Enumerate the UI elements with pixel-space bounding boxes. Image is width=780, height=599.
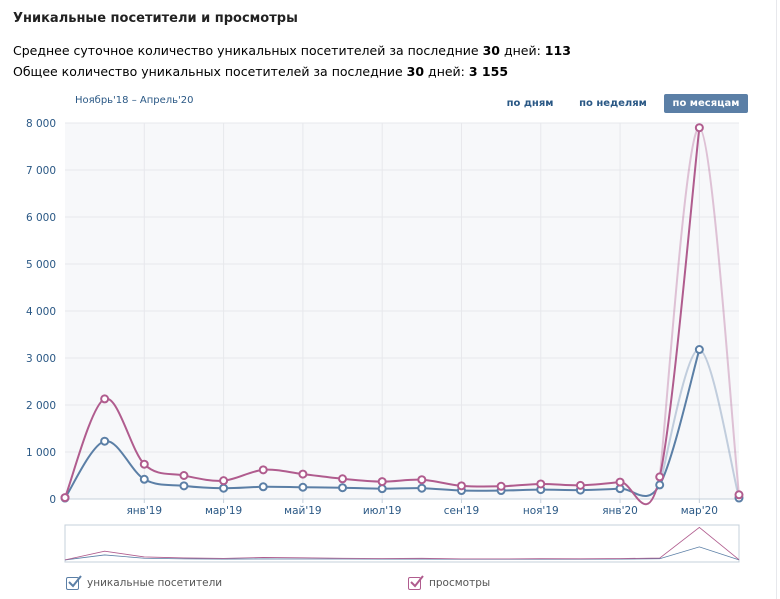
data-point[interactable] — [179, 481, 189, 491]
x-axis-labels: янв'19 мар'19 май'19 июл'19 сен'19 ноя'19 янв'… — [126, 505, 718, 517]
check-icon — [410, 574, 424, 587]
data-point[interactable] — [694, 123, 704, 133]
series-points — [60, 123, 744, 503]
data-point[interactable] — [496, 481, 506, 491]
avg-middle: дней: — [500, 43, 545, 58]
total-middle: дней: — [424, 64, 469, 79]
grid-lines — [65, 122, 739, 503]
x-tick-label: янв'20 — [602, 505, 638, 517]
x-tick-label: сен'19 — [444, 505, 479, 517]
total-visitors-line: Общее количество уникальных посетителей … — [13, 64, 508, 79]
data-point[interactable] — [655, 480, 665, 490]
chart-svg: 0 1 000 2 000 3 000 4 000 5 000 6 000 7 000 8 00… — [26, 118, 744, 563]
total-value: 3 155 — [468, 64, 509, 79]
y-tick-label: 8 000 — [26, 118, 56, 130]
legend-views[interactable]: просмотры — [408, 574, 491, 591]
total-prefix: Общее количество уникальных посетителей … — [13, 64, 407, 79]
data-point[interactable] — [298, 482, 308, 492]
x-tick-label: янв'19 — [126, 505, 162, 517]
data-point[interactable] — [139, 474, 149, 484]
data-point[interactable] — [338, 483, 348, 493]
x-tick-label: мар'20 — [681, 505, 718, 517]
navigator-line — [64, 546, 740, 561]
y-tick-label: 2 000 — [26, 400, 56, 412]
x-tick-label: мар'19 — [205, 505, 242, 517]
y-axis-labels: 0 1 000 2 000 3 000 4 000 5 000 6 000 7 000 8 00… — [26, 118, 56, 506]
data-point[interactable] — [734, 490, 744, 500]
avg-daily-visitors-line: Среднее суточное количество уникальных п… — [13, 43, 571, 58]
avg-days: 30 — [482, 43, 500, 58]
check-icon — [68, 574, 82, 587]
data-point[interactable] — [417, 475, 427, 485]
by-month-button[interactable]: по месяцам — [664, 94, 748, 113]
page-right-border — [776, 0, 777, 599]
y-tick-label: 3 000 — [26, 353, 56, 365]
data-point[interactable] — [179, 471, 189, 480]
legend-views-label: просмотры — [429, 577, 491, 589]
period-label: Ноябрь'18 – Апрель'20 — [75, 95, 194, 106]
data-point[interactable] — [258, 482, 268, 492]
data-point[interactable] — [219, 483, 229, 493]
by-day-button[interactable]: по дням — [506, 98, 554, 109]
by-week-button[interactable]: по неделям — [579, 98, 647, 109]
data-point[interactable] — [377, 484, 387, 494]
data-point[interactable] — [377, 477, 387, 487]
y-tick-label: 1 000 — [26, 447, 56, 459]
total-days: 30 — [406, 64, 425, 79]
legend-visitors[interactable]: уникальные посетители — [66, 574, 223, 591]
data-point[interactable] — [417, 483, 427, 493]
data-point[interactable] — [219, 476, 229, 486]
y-tick-label: 6 000 — [26, 212, 56, 224]
y-tick-label: 7 000 — [26, 165, 56, 177]
range-navigator[interactable] — [64, 524, 740, 563]
data-point[interactable] — [60, 493, 70, 503]
avg-value: 113 — [544, 43, 571, 58]
y-tick-label: 0 — [49, 494, 56, 506]
legend-visitors-label: уникальные посетители — [87, 577, 223, 589]
data-point[interactable] — [298, 469, 308, 479]
chart-title: Уникальные посетители и просмотры — [13, 11, 298, 26]
x-tick-label: ноя'19 — [523, 505, 559, 517]
y-tick-label: 5 000 — [26, 259, 56, 271]
data-point[interactable] — [694, 345, 704, 355]
data-point[interactable] — [575, 480, 585, 490]
views-checkbox[interactable] — [408, 574, 424, 590]
navigator-frame[interactable] — [64, 524, 740, 563]
data-point[interactable] — [655, 472, 665, 482]
data-point[interactable] — [100, 436, 110, 446]
data-point[interactable] — [258, 465, 268, 475]
visitors-checkbox[interactable] — [66, 574, 82, 590]
x-tick-label: июл'19 — [363, 505, 402, 517]
data-point[interactable] — [100, 394, 110, 404]
data-point[interactable] — [338, 474, 348, 484]
data-point[interactable] — [536, 479, 546, 489]
navigator-line — [64, 526, 740, 561]
series-line — [64, 127, 701, 506]
data-point[interactable] — [139, 459, 149, 469]
y-tick-label: 4 000 — [26, 306, 56, 318]
data-point[interactable] — [456, 481, 466, 491]
avg-prefix: Среднее суточное количество уникальных п… — [13, 43, 483, 58]
x-tick-label: май'19 — [284, 505, 321, 517]
data-point[interactable] — [615, 477, 625, 487]
